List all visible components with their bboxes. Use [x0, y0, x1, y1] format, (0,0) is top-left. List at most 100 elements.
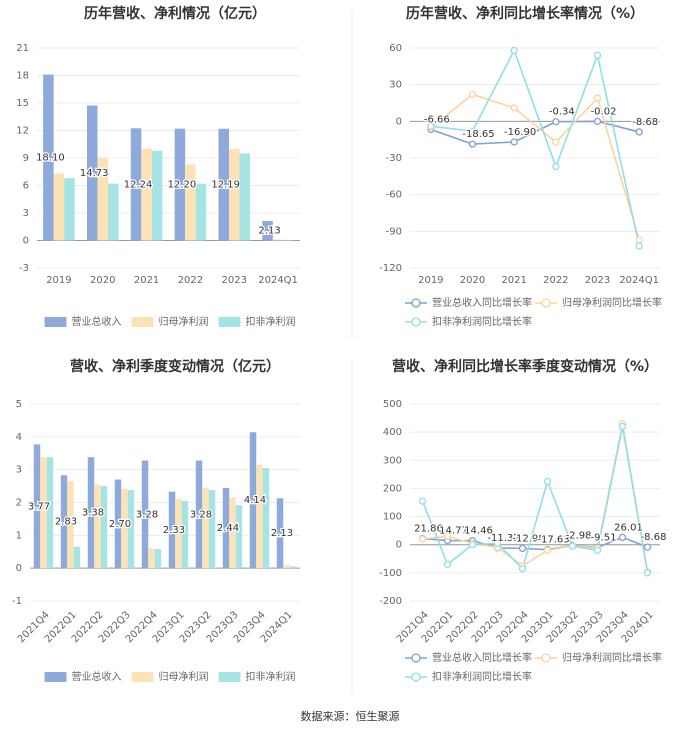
bar: [60, 475, 68, 569]
bar: [141, 148, 152, 241]
value-label: -0.02: [591, 106, 617, 117]
bar: [174, 128, 186, 241]
marker: [635, 236, 643, 244]
y-tick-label: 5: [16, 399, 22, 410]
bar: [289, 566, 297, 569]
marker: [618, 533, 627, 542]
bar: [239, 153, 251, 241]
value-label: -0.34: [549, 107, 575, 118]
legend-marker: [411, 317, 421, 327]
marker: [593, 94, 602, 102]
line: [430, 48, 640, 247]
legend-label: 归母净利润: [159, 315, 209, 328]
value-label: 14.46: [464, 526, 493, 537]
bar: [67, 481, 74, 569]
y-tick-label: 400: [383, 427, 402, 438]
bar: [256, 464, 263, 569]
value-label: 12.20: [168, 180, 197, 191]
value-label: 21.86: [414, 524, 443, 535]
y-tick-label: 500: [383, 399, 402, 410]
y-tick-label: 12: [16, 126, 29, 137]
bar: [218, 128, 229, 241]
y-tick-label: 3: [23, 208, 29, 219]
bar: [235, 505, 243, 569]
marker: [443, 532, 452, 540]
legend-label: 扣非净利润同比增长率: [432, 315, 532, 328]
y-tick-label: 100: [383, 512, 402, 523]
bar: [40, 457, 47, 569]
x-tick-label: 2020: [90, 275, 115, 286]
y-tick-label: 30: [389, 80, 402, 91]
x-tick-label: 2019: [46, 275, 71, 286]
value-label: -6.66: [424, 114, 450, 125]
bar: [154, 549, 162, 569]
y-tick-label: 18: [16, 71, 29, 82]
value-label: 3.28: [136, 509, 158, 520]
y-tick-label: -3: [19, 263, 29, 274]
marker: [568, 542, 577, 550]
y-tick-label: -90: [386, 226, 402, 237]
bar: [46, 457, 54, 569]
x-tick-label: 2022: [178, 275, 203, 286]
marker: [468, 541, 477, 549]
bar: [202, 487, 209, 569]
legend-label: 营业总收入同比增长率: [432, 651, 532, 664]
y-tick-label: 0: [23, 236, 29, 247]
bar: [43, 74, 54, 241]
legend-marker: [541, 298, 551, 308]
source: 数据来源：恒生聚源: [301, 709, 400, 723]
value-label: 4.14: [244, 495, 266, 506]
x-tick-label: 2019: [418, 275, 443, 286]
bar: [33, 444, 41, 569]
marker: [468, 90, 477, 99]
y-tick-label: -200: [379, 596, 402, 607]
chart-title: 历年营收、净利同比增长率情况（%）: [406, 5, 644, 22]
bar: [148, 548, 155, 569]
marker: [643, 569, 652, 577]
y-tick-label: 60: [389, 43, 402, 54]
marker: [635, 128, 643, 136]
y-tick-label: 300: [383, 455, 402, 466]
value-label: 14.73: [80, 168, 109, 179]
bar: [195, 183, 207, 241]
y-tick-label: -100: [379, 568, 402, 579]
chart-title: 历年营收、净利情况（亿元）: [84, 5, 266, 22]
y-tick-label: 200: [383, 483, 402, 494]
bar: [73, 546, 81, 569]
y-tick-label: 1: [16, 530, 22, 541]
marker: [643, 543, 652, 551]
marker: [418, 497, 427, 505]
legend-label: 扣非净利润: [246, 670, 296, 683]
bar: [272, 239, 284, 241]
marker: [518, 544, 527, 553]
y-tick-label: -30: [386, 153, 402, 164]
y-tick-label: -60: [386, 190, 402, 201]
line: [421, 426, 649, 573]
bar: [222, 488, 230, 569]
x-tick-label: 2023: [222, 275, 247, 286]
bar: [175, 499, 182, 569]
value-label: -17.63: [537, 535, 569, 546]
x-tick-label: 2021: [501, 275, 526, 286]
legend-marker: [541, 653, 551, 663]
marker: [593, 117, 602, 126]
marker: [543, 477, 552, 486]
marker: [493, 539, 502, 547]
legend-marker: [411, 298, 421, 308]
chart-title: 营收、净利同比增长率季度变动情况（%）: [392, 358, 658, 375]
value-label: 2.44: [217, 523, 239, 534]
y-tick-label: 3: [16, 465, 22, 476]
marker: [618, 422, 627, 431]
bar: [53, 173, 65, 241]
value-label: 12.24: [124, 179, 153, 190]
bar: [130, 128, 142, 241]
value-label: -8.68: [632, 117, 658, 128]
legend-swatch: [44, 317, 67, 327]
chart-title: 营收、净利季度变动情况（亿元）: [70, 358, 280, 375]
value-label: -2.98: [566, 531, 592, 542]
value-label: 3.38: [82, 508, 104, 519]
marker: [510, 138, 518, 146]
bar: [195, 460, 203, 569]
legend-label: 扣非净利润: [246, 315, 296, 328]
